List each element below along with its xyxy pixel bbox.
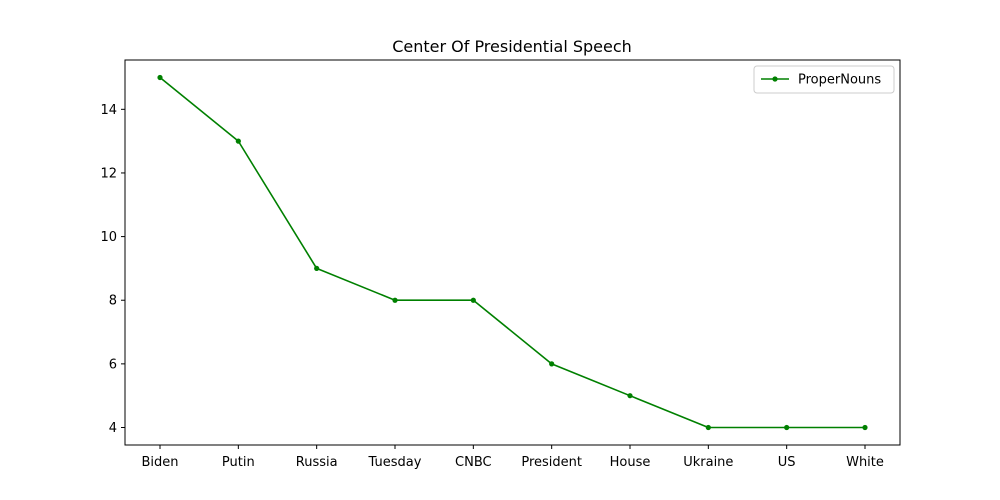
data-point [706,425,711,430]
x-tick-label: CNBC [455,455,492,470]
data-point [471,298,476,303]
data-point [784,425,789,430]
x-tick-label: House [610,455,651,470]
x-tick-label: Tuesday [368,455,422,470]
x-tick-label: Ukraine [683,455,733,470]
y-tick-label: 4 [109,421,117,436]
data-point [236,139,241,144]
legend-swatch-marker [772,76,777,81]
y-tick-label: 14 [100,103,117,118]
chart-title: Center Of Presidential Speech [392,37,632,56]
legend-label: ProperNouns [798,73,881,88]
data-point [627,393,632,398]
data-point [314,266,319,271]
x-tick-label: White [846,455,884,470]
y-tick-label: 10 [100,230,117,245]
y-tick-label: 6 [109,357,117,372]
data-point [392,298,397,303]
x-tick-label: Russia [296,455,338,470]
legend: ProperNouns [754,66,894,93]
plot-frame [125,60,900,445]
x-tick-label: Biden [141,455,178,470]
series-line [160,78,865,428]
x-tick-label: US [778,455,796,470]
series-layer [157,75,867,430]
ticks: Biden Putin Russia Tuesday CNBC President Hous… [100,103,883,470]
x-tick-label: Putin [222,455,255,470]
x-tick-label: President [521,455,582,470]
data-point [549,361,554,366]
data-point [157,75,162,80]
y-tick-label: 8 [109,294,117,309]
data-point [862,425,867,430]
y-tick-label: 12 [100,166,117,181]
